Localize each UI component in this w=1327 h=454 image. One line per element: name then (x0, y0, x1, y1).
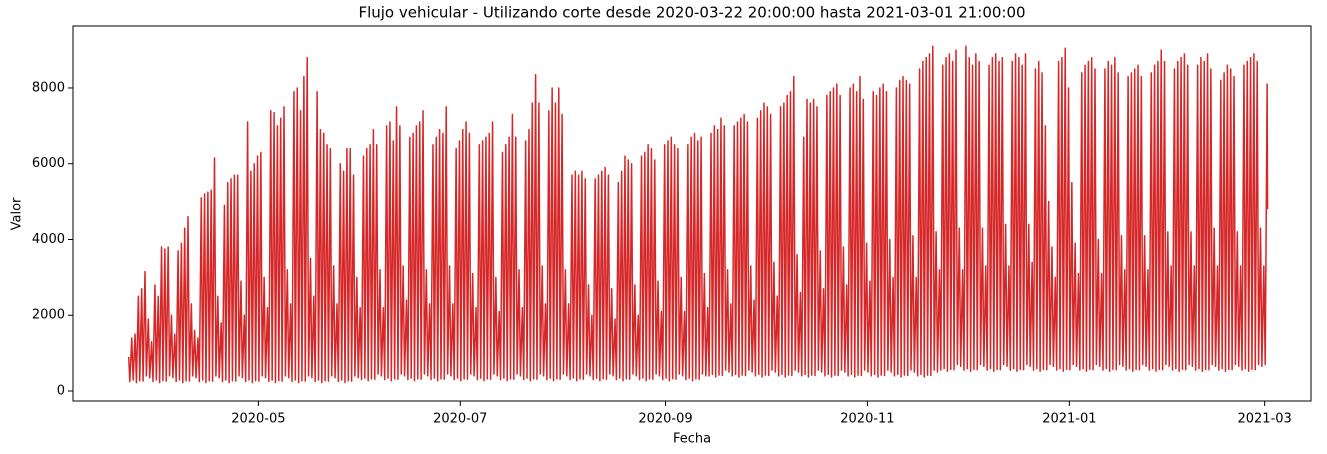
x-tick-label: 2021-03 (1237, 412, 1291, 427)
y-tick-label: 8000 (32, 80, 65, 95)
series-line (127, 45, 1269, 384)
x-axis-label: Fecha (673, 432, 711, 447)
plot-frame (72, 25, 1312, 402)
chart-title: Flujo vehicular - Utilizando corte desde… (358, 4, 1025, 22)
x-tick-label: 2020-09 (638, 412, 692, 427)
x-tick-label: 2021-01 (1042, 412, 1096, 427)
y-axis-label: Valor (10, 197, 25, 230)
y-tick-label: 4000 (32, 232, 65, 247)
x-tick-label: 2020-11 (840, 412, 894, 427)
y-tick-label: 6000 (32, 156, 65, 171)
y-tick-label: 0 (57, 384, 65, 399)
y-tick-label: 2000 (32, 308, 65, 323)
x-tick-label: 2020-07 (433, 412, 487, 427)
x-tick-label: 2020-05 (231, 412, 285, 427)
